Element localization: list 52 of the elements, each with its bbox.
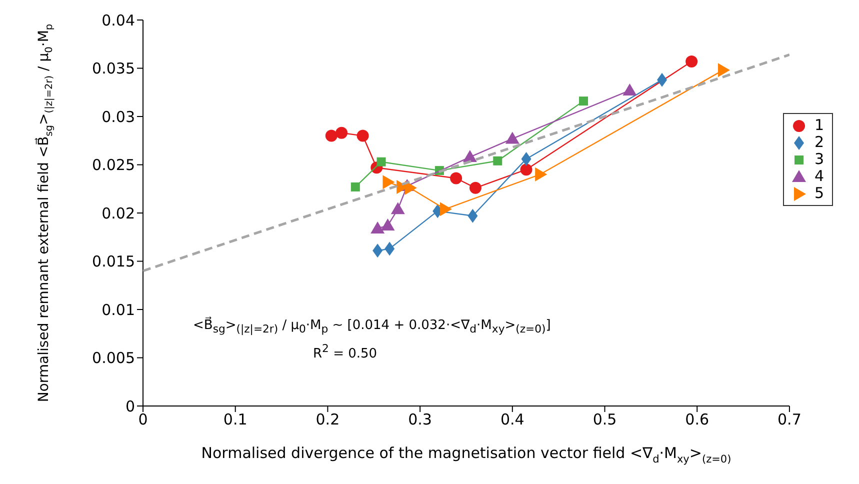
point [450, 172, 462, 184]
point [469, 182, 482, 194]
point [336, 126, 348, 139]
legend-label: 5 [814, 184, 824, 202]
point [622, 83, 637, 96]
y-tick-label: 0.02 [102, 204, 135, 222]
point [462, 150, 477, 162]
legend-label: 2 [814, 133, 824, 151]
point [520, 164, 532, 176]
point [384, 242, 395, 256]
point [390, 202, 405, 214]
x-tick-label: 0.6 [685, 410, 710, 429]
annotation: R$^{2}$ = 0.50 [313, 342, 378, 362]
point [440, 202, 452, 216]
x-tick-label: 0 [138, 410, 148, 429]
y-tick-label: 0.03 [102, 108, 135, 126]
x-tick-label: 0.7 [778, 410, 802, 429]
y-tick-label: 0 [125, 397, 135, 416]
y-tick-label: 0.035 [92, 60, 135, 78]
point [493, 156, 502, 166]
point [372, 244, 383, 258]
x-tick-label: 0.3 [408, 410, 432, 429]
x-tick-label: 0.2 [316, 410, 340, 429]
x-axis-title: Normalised divergence of the magnetisation vector field <∇$_{d}$·M$_{xy}$>$_{(z=0)}$ [201, 444, 732, 466]
y-tick-label: 0.025 [92, 156, 135, 174]
point [579, 96, 588, 106]
point [356, 130, 369, 142]
point [380, 218, 395, 231]
legend-label: 3 [814, 150, 824, 168]
point [521, 152, 532, 166]
point [718, 63, 730, 78]
point [382, 175, 395, 190]
x-tick-label: 0.4 [500, 410, 524, 429]
y-tick-label: 0.005 [92, 349, 135, 368]
y-tick-label: 0.04 [102, 11, 135, 30]
point [404, 180, 417, 195]
point [686, 55, 698, 68]
legend-label: 1 [814, 116, 824, 134]
point [657, 72, 668, 87]
y-tick-label: 0.01 [102, 300, 135, 319]
point [505, 132, 520, 144]
point [535, 167, 548, 182]
legend-label: 4 [814, 167, 824, 185]
text: <B⃗$_{sg}$>$_{(|z|=2r)}$ / μ$_{0}$·M$_{p}$ ~ [0.014 + 0.032·<∇$_{d}$·M$_{xy}$>$_{(z=0)}$] [193, 318, 551, 336]
point [370, 221, 385, 234]
x-tick-label: 0.1 [223, 410, 248, 429]
x-tick-label: 0.5 [592, 410, 617, 429]
y-tick-label: 0.015 [92, 252, 135, 271]
point [468, 208, 478, 223]
point [376, 157, 386, 166]
point [350, 182, 360, 192]
point [325, 130, 338, 142]
